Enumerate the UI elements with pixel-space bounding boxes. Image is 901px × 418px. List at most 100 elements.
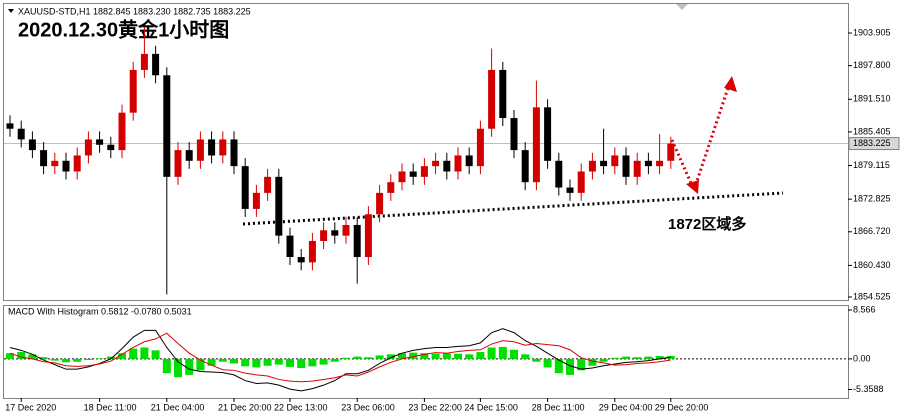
candle-body: [129, 69, 137, 113]
histogram-bar: [17, 352, 26, 359]
chart-title: 2020.12.30黄金1小时图: [18, 17, 229, 41]
candle-body: [17, 128, 25, 140]
histogram-bar: [6, 353, 14, 359]
candle-body: [409, 171, 417, 177]
candle-body: [320, 230, 328, 241]
x-tick-label: 21 Dec 20:00: [218, 402, 272, 412]
histogram-bar: [510, 349, 518, 359]
candle-body: [611, 155, 619, 167]
y-tick-label: 0.00: [853, 353, 871, 363]
histogram-bar: [465, 354, 474, 359]
histogram-bar: [50, 358, 59, 361]
histogram-bar: [644, 356, 653, 359]
y-tick-label: 1885.405: [853, 126, 891, 136]
histogram-bar: [129, 348, 138, 359]
candle-body: [185, 150, 193, 161]
histogram-bar: [633, 357, 642, 359]
histogram-bar: [308, 358, 317, 367]
candle-body: [107, 144, 115, 151]
candle-body: [443, 160, 451, 172]
histogram-bar: [274, 358, 283, 365]
candle-body: [521, 150, 529, 183]
histogram-bar: [420, 353, 429, 359]
y-tick-label: 1866.720: [853, 226, 891, 236]
histogram-bar: [230, 358, 238, 364]
histogram-bar: [487, 347, 496, 359]
x-tick-label: 18 Dec 11:00: [84, 402, 137, 412]
histogram-bar: [577, 358, 586, 371]
histogram-bar: [364, 357, 373, 359]
histogram-bar: [610, 357, 619, 359]
candle-body: [420, 166, 428, 177]
y-tick-label: 1872.825: [853, 194, 891, 204]
candle-body: [387, 182, 395, 193]
histogram-bar: [174, 358, 182, 378]
candle-body: [398, 171, 406, 183]
scroll-marker: [676, 4, 688, 10]
histogram-bar: [185, 358, 194, 375]
macd-panel: [3, 305, 849, 399]
candle-body: [331, 230, 339, 236]
indicator-line: [9, 332, 671, 383]
histogram-bar: [241, 358, 250, 367]
candle-body: [286, 235, 294, 258]
candle-body: [656, 160, 664, 167]
candle-body: [633, 160, 641, 177]
x-tick-label: 21 Dec 04:00: [151, 402, 205, 412]
histogram-bar: [566, 358, 574, 375]
y-tick-label: 1860.430: [853, 260, 891, 270]
histogram-bar: [342, 357, 350, 359]
candle-body: [488, 69, 496, 129]
annotation: 1872区域多: [668, 215, 746, 233]
candle-body: [196, 139, 204, 161]
histogram-bar: [599, 358, 608, 362]
candle-body: [6, 123, 14, 129]
candle-body: [308, 240, 316, 263]
indicator-line: [9, 328, 671, 392]
macd-title: MACD With Histogram 0.5812 -0.0780 0.503…: [8, 306, 192, 316]
candle-body: [376, 192, 384, 215]
y-tick-label: 1897.800: [853, 60, 891, 70]
x-tick-label: 17 Dec 2020: [5, 402, 56, 412]
candle-body: [297, 257, 305, 263]
candle-body: [264, 176, 272, 193]
candle-body: [532, 107, 540, 183]
histogram-bar: [286, 358, 294, 367]
histogram-bar: [140, 347, 149, 359]
x-tick-label: 28 Dec 11:00: [532, 402, 585, 412]
candle-body: [140, 53, 148, 70]
histogram-bar: [297, 358, 306, 369]
histogram-bar: [543, 358, 552, 368]
histogram-bar: [62, 358, 70, 363]
histogram-bar: [655, 356, 664, 359]
x-tick-label: 23 Dec 22:00: [408, 402, 462, 412]
candle-body: [342, 224, 350, 236]
histogram-bar: [73, 358, 82, 362]
candle-body: [499, 69, 507, 119]
candle-body: [208, 139, 216, 156]
histogram-bar: [353, 356, 362, 359]
candle-body: [219, 139, 227, 156]
histogram-bar: [319, 358, 328, 365]
candle-body: [622, 155, 630, 177]
trend-line: [242, 191, 784, 226]
candle-body: [544, 107, 552, 161]
histogram-bar: [95, 358, 104, 359]
candle-body: [118, 112, 126, 151]
candle-body: [555, 160, 563, 188]
histogram-bar: [263, 358, 272, 366]
histogram-bar: [622, 356, 630, 359]
candle-body: [152, 53, 160, 76]
candle-body: [62, 160, 70, 172]
histogram-bar: [39, 357, 48, 359]
y-tick-label: 1903.905: [853, 27, 891, 37]
histogram-bar: [588, 358, 597, 366]
y-tick-label: 1854.525: [853, 291, 891, 301]
histogram-bar: [218, 358, 227, 362]
candle-body: [163, 75, 171, 177]
candle-body: [28, 139, 36, 151]
histogram-bar: [409, 352, 418, 359]
y-tick-label: 1891.510: [853, 94, 891, 104]
